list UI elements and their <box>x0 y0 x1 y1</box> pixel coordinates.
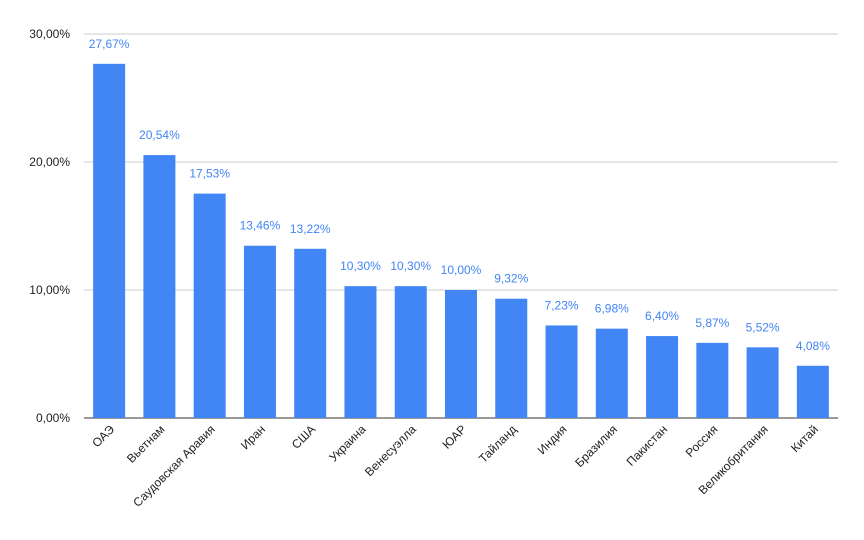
x-tick-label: Бразилия <box>572 422 620 470</box>
data-label: 17,53% <box>189 167 230 181</box>
y-tick-label: 10,00% <box>29 283 70 297</box>
x-tick-label: Вьетнам <box>124 422 168 466</box>
data-label: 6,98% <box>595 302 629 316</box>
data-label: 4,08% <box>796 339 830 353</box>
bar <box>696 342 729 418</box>
bar <box>344 286 377 418</box>
bar <box>93 63 126 418</box>
bar <box>746 347 779 418</box>
bar <box>796 365 829 418</box>
x-tick-label: Китай <box>788 422 821 455</box>
bar <box>394 286 427 418</box>
bar <box>294 248 327 418</box>
data-label: 10,30% <box>390 259 431 273</box>
data-label: 13,22% <box>290 222 331 236</box>
data-label: 10,00% <box>441 263 482 277</box>
bar <box>646 336 679 418</box>
data-label: 6,40% <box>645 309 679 323</box>
data-label: 7,23% <box>545 298 579 312</box>
data-label: 5,87% <box>695 316 729 330</box>
data-label: 5,52% <box>746 320 780 334</box>
x-tick-label: ЮАР <box>440 422 470 452</box>
x-tick-label: ОАЭ <box>89 422 117 450</box>
bar <box>193 193 226 418</box>
x-tick-label: Тайланд <box>476 422 519 465</box>
y-tick-label: 20,00% <box>29 155 70 169</box>
x-tick-label: Украина <box>326 422 368 464</box>
bar <box>495 298 528 418</box>
x-tick-label: Пакистан <box>624 422 671 469</box>
data-label: 20,54% <box>139 128 180 142</box>
y-tick-label: 30,00% <box>29 27 70 41</box>
x-tick-label: Венесуэлла <box>362 422 419 479</box>
data-label: 13,46% <box>240 219 281 233</box>
x-tick-label: Иран <box>238 422 268 452</box>
bar <box>595 328 628 418</box>
x-tick-label: Индия <box>535 422 570 457</box>
bar <box>545 325 578 418</box>
data-label: 27,67% <box>89 37 130 51</box>
bar <box>243 245 276 418</box>
bar <box>445 290 477 418</box>
bar <box>143 155 176 418</box>
data-label: 10,30% <box>340 259 381 273</box>
x-tick-label: США <box>289 422 318 451</box>
data-label: 9,32% <box>494 272 528 286</box>
x-tick-label: Россия <box>683 422 721 460</box>
y-tick-label: 0,00% <box>36 411 70 425</box>
